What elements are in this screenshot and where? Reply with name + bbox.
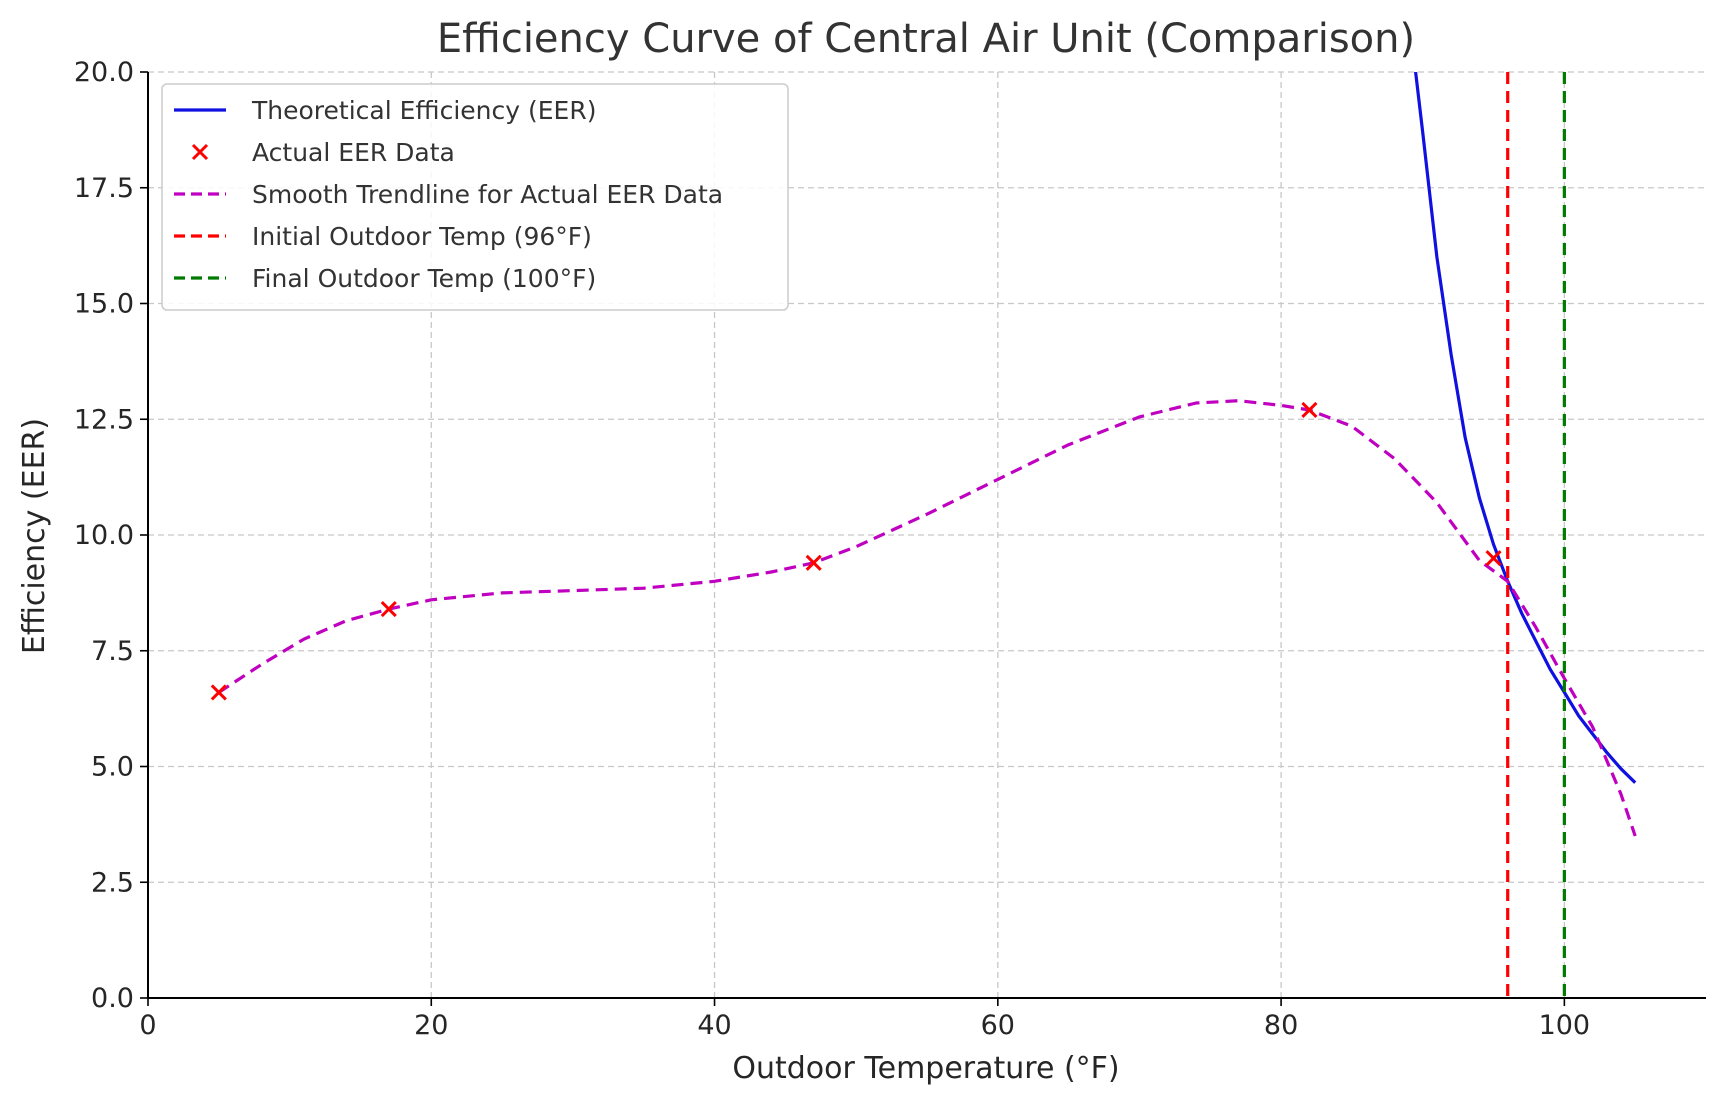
legend-item: Theoretical Efficiency (EER) [174, 96, 596, 125]
legend-item: Smooth Trendline for Actual EER Data [174, 180, 723, 209]
legend-marker [191, 143, 209, 161]
data-point-marker [380, 601, 397, 618]
chart-title: Efficiency Curve of Central Air Unit (Co… [437, 16, 1415, 62]
legend: Theoretical Efficiency (EER) Actual EER D… [161, 83, 789, 311]
plot-area [210, 72, 1637, 998]
y-tick-label: 7.5 [91, 636, 134, 667]
series-line-theoretical-efficiency-eer [1414, 72, 1637, 784]
y-tick-label: 2.5 [91, 867, 134, 898]
data-point-marker [805, 554, 822, 571]
y-tick-label: 12.5 [74, 404, 134, 435]
legend-label: Actual EER Data [252, 138, 455, 167]
y-tick-label: 17.5 [74, 173, 134, 204]
y-axis-label: Efficiency (EER) [17, 418, 52, 654]
data-point-marker [1485, 550, 1502, 567]
x-tick-label: 20 [414, 1010, 448, 1041]
x-tick-label: 60 [981, 1010, 1015, 1041]
legend-label: Theoretical Efficiency (EER) [251, 96, 596, 125]
legend-item: Actual EER Data [191, 138, 455, 167]
x-tick-label: 40 [697, 1010, 731, 1041]
legend-label: Initial Outdoor Temp (96°F) [252, 222, 592, 251]
legend-label: Final Outdoor Temp (100°F) [252, 264, 596, 293]
y-tick-label: 0.0 [91, 983, 134, 1014]
y-tick-label: 10.0 [74, 520, 134, 551]
x-tick-label: 0 [139, 1010, 156, 1041]
y-tick-label: 20.0 [74, 57, 134, 88]
legend-item: Final Outdoor Temp (100°F) [174, 264, 596, 293]
x-tick-label: 100 [1539, 1010, 1591, 1041]
data-point-marker [210, 684, 227, 701]
y-tick-label: 5.0 [91, 752, 134, 783]
tick-labels: 0 20 40 60 80 100 0.0 2.5 5.0 7.5 10.0 12.5 15.0 17.5… [74, 57, 1590, 1041]
legend-label: Smooth Trendline for Actual EER Data [252, 180, 723, 209]
x-axis-label: Outdoor Temperature (°F) [732, 1051, 1119, 1086]
legend-item: Initial Outdoor Temp (96°F) [174, 222, 592, 251]
series-line-smooth-trendline-for-actual-eer-data [217, 399, 1637, 837]
legend-box [161, 83, 789, 311]
x-tick-label: 80 [1264, 1010, 1298, 1041]
y-tick-label: 15.0 [74, 289, 134, 320]
data-point-marker [1301, 401, 1318, 419]
